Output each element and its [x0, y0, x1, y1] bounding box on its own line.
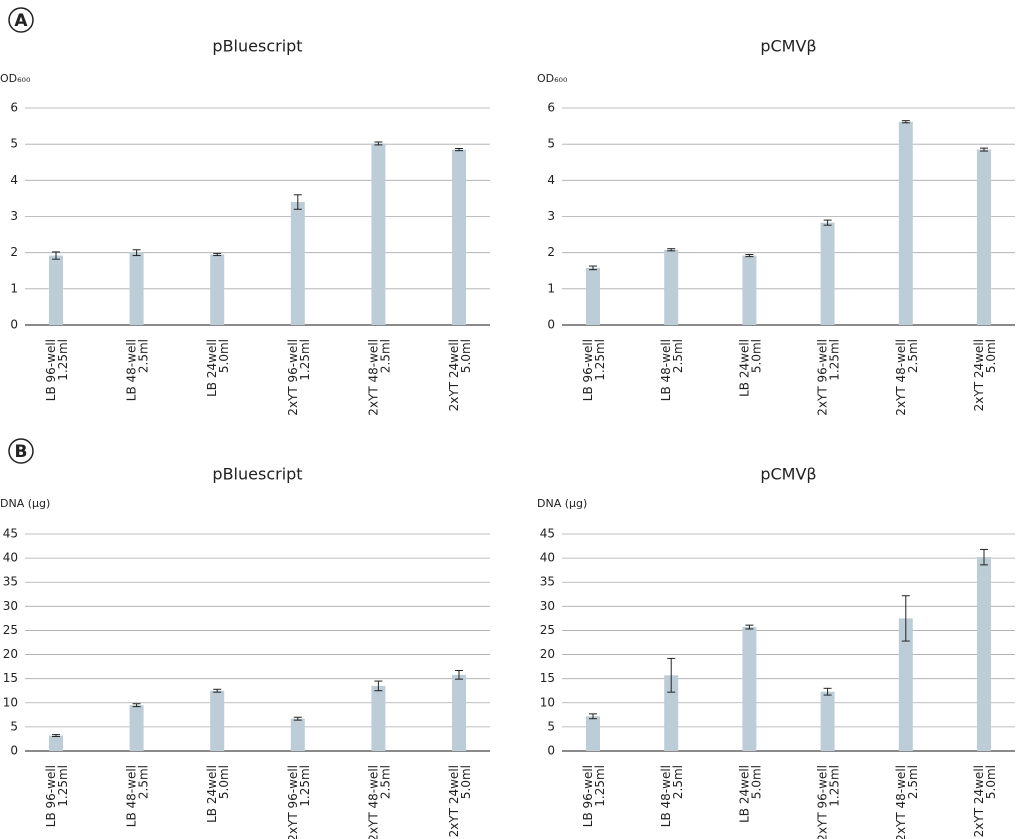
bar	[742, 627, 757, 751]
y-axis-label: OD₆₀₀	[537, 72, 568, 85]
x-tick-label: 2xYT 96-well1.25ml	[285, 765, 311, 839]
bar	[452, 149, 466, 325]
y-tick-label: 5	[547, 137, 555, 151]
y-tick-label: 30	[540, 599, 555, 613]
x-tick-label: LB 96-well1.25ml	[581, 765, 607, 827]
x-tick-label: 2xYT 48-well2.5ml	[366, 765, 392, 839]
bar	[586, 267, 600, 325]
y-tick-label: 20	[540, 647, 555, 661]
bar	[129, 252, 144, 325]
y-tick-label: 0	[547, 744, 555, 758]
x-tick-label: LB 48-well2.5ml	[124, 339, 150, 401]
x-tick-label: 2xYT 24well5.0ml	[447, 765, 473, 837]
panel-label: B	[15, 442, 28, 462]
bar	[898, 618, 913, 751]
bar	[371, 685, 386, 751]
panel-label: A	[14, 11, 28, 31]
y-tick-label: 4	[10, 173, 18, 187]
bar	[820, 222, 835, 325]
x-tick-label: 2xYT 96-well1.25ml	[815, 339, 841, 416]
bar	[49, 735, 63, 751]
bar	[210, 254, 225, 325]
y-tick-label: 0	[10, 744, 18, 758]
y-tick-label: 3	[547, 209, 555, 223]
chart-title: pCMVβ	[760, 37, 816, 56]
y-tick-label: 2	[10, 245, 18, 259]
y-tick-label: 45	[3, 527, 18, 541]
y-tick-label: 40	[3, 551, 18, 565]
chart-title: pBluescript	[212, 465, 302, 484]
x-tick-label: LB 24well5.0ml	[737, 339, 763, 397]
y-tick-label: 5	[547, 719, 555, 733]
bar	[664, 249, 679, 325]
y-tick-label: 1	[10, 281, 18, 295]
bar	[977, 149, 991, 325]
x-tick-label: LB 48-well2.5ml	[124, 765, 150, 827]
x-tick-label: 2xYT 24well5.0ml	[972, 765, 998, 837]
bar	[664, 675, 679, 751]
y-tick-label: 15	[3, 671, 18, 685]
y-tick-label: 15	[540, 671, 555, 685]
panel-badge	[8, 438, 34, 464]
x-tick-label: LB 24well5.0ml	[737, 765, 763, 823]
y-tick-label: 25	[3, 623, 18, 637]
bar	[129, 705, 144, 751]
y-tick-label: 10	[540, 695, 555, 709]
y-tick-label: 6	[10, 101, 18, 115]
x-tick-label: LB 24well5.0ml	[205, 765, 231, 823]
x-tick-label: 2xYT 48-well2.5ml	[366, 339, 392, 416]
y-tick-label: 25	[540, 623, 555, 637]
x-tick-label: 2xYT 96-well1.25ml	[285, 339, 311, 416]
x-tick-label: LB 48-well2.5ml	[659, 765, 685, 827]
bar	[742, 255, 757, 325]
bar	[586, 716, 600, 751]
bar	[371, 143, 386, 325]
y-tick-label: 3	[10, 209, 18, 223]
x-tick-label: 2xYT 96-well1.25ml	[815, 765, 841, 839]
x-tick-label: 2xYT 24well5.0ml	[447, 339, 473, 411]
x-tick-label: LB 48-well2.5ml	[659, 339, 685, 401]
y-tick-label: 0	[547, 318, 555, 332]
y-tick-label: 45	[540, 527, 555, 541]
y-tick-label: 35	[3, 575, 18, 589]
x-tick-label: LB 96-well1.25ml	[44, 765, 70, 827]
x-tick-label: 2xYT 48-well2.5ml	[893, 339, 919, 416]
y-tick-label: 2	[547, 245, 555, 259]
y-tick-label: 10	[3, 695, 18, 709]
y-tick-label: 0	[10, 318, 18, 332]
x-tick-label: 2xYT 24well5.0ml	[972, 339, 998, 411]
y-tick-label: 20	[3, 647, 18, 661]
y-tick-label: 1	[547, 281, 555, 295]
y-axis-label: DNA (µg)	[537, 497, 587, 510]
y-tick-label: 35	[540, 575, 555, 589]
bar	[452, 674, 466, 751]
y-tick-label: 5	[10, 137, 18, 151]
x-tick-label: LB 96-well1.25ml	[44, 339, 70, 401]
bar	[977, 557, 991, 751]
y-tick-label: 6	[547, 101, 555, 115]
bar	[210, 690, 225, 751]
bar	[820, 691, 835, 751]
x-tick-label: 2xYT 48-well2.5ml	[893, 765, 919, 839]
y-tick-label: 30	[3, 599, 18, 613]
chart-title: pCMVβ	[760, 465, 816, 484]
x-tick-label: LB 96-well1.25ml	[581, 339, 607, 401]
x-tick-label: LB 24well5.0ml	[205, 339, 231, 397]
chart-title: pBluescript	[212, 37, 302, 56]
bar	[290, 718, 305, 751]
y-tick-label: 5	[10, 719, 18, 733]
bar	[49, 255, 63, 325]
bar	[898, 121, 913, 325]
bar	[290, 202, 305, 325]
y-axis-label: DNA (µg)	[0, 497, 50, 510]
y-axis-label: OD₆₀₀	[0, 72, 31, 85]
y-tick-label: 40	[540, 551, 555, 565]
panel-badge	[8, 7, 34, 33]
y-tick-label: 4	[547, 173, 555, 187]
